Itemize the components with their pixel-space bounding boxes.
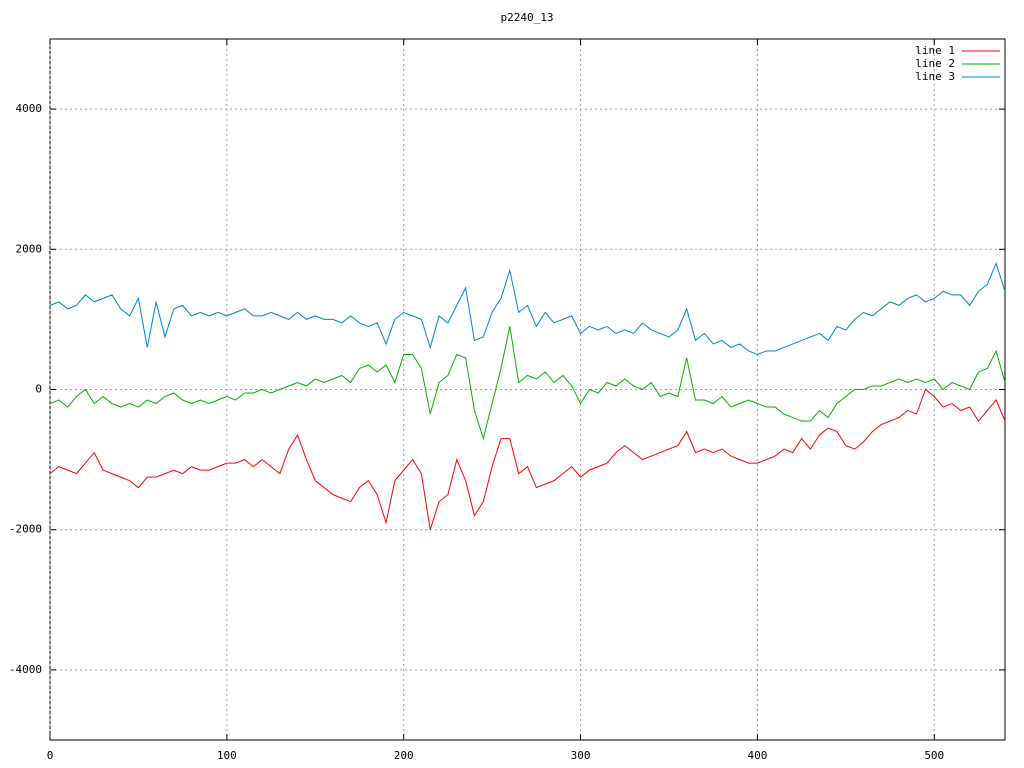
data-line (49, 261, 1006, 355)
y-tick-label: -2000 (9, 523, 42, 536)
x-tick-label: 200 (394, 749, 414, 762)
chart-title: p2240_13 (501, 11, 554, 24)
x-tick-label: 300 (571, 749, 591, 762)
x-tick-label: 400 (747, 749, 767, 762)
data-line (49, 326, 1006, 441)
legend-label: line 2 (915, 57, 955, 70)
legend-label: line 3 (915, 70, 955, 83)
y-tick-label: 0 (35, 383, 42, 396)
legend-label: line 1 (915, 44, 955, 57)
y-tick-label: 2000 (16, 242, 43, 255)
y-tick-label: -4000 (9, 663, 42, 676)
x-tick-label: 500 (924, 749, 944, 762)
data-line (49, 388, 1006, 530)
x-tick-label: 100 (217, 749, 237, 762)
y-tick-label: 4000 (16, 102, 43, 115)
x-tick-label: 0 (47, 749, 54, 762)
